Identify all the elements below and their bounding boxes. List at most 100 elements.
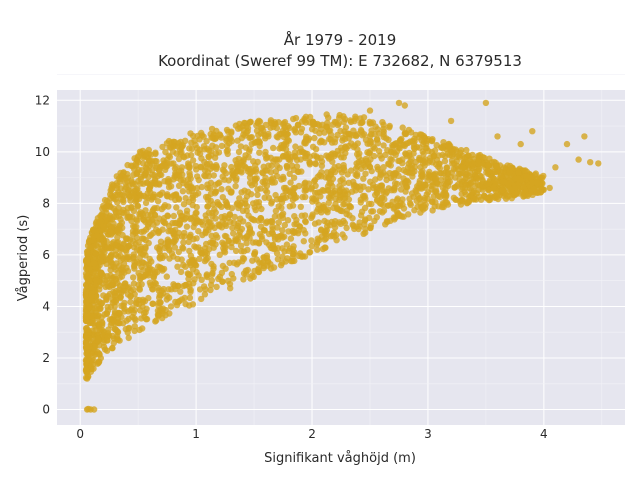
data-point	[450, 160, 458, 167]
data-point	[141, 249, 148, 256]
data-point	[97, 218, 105, 225]
data-point	[148, 231, 155, 238]
data-point	[243, 240, 250, 247]
data-point	[116, 226, 123, 234]
data-point	[387, 162, 394, 169]
data-point	[235, 148, 243, 156]
data-point	[248, 134, 255, 141]
data-point	[294, 168, 302, 175]
data-point	[256, 259, 263, 266]
chart-title-line2: Koordinat (Sweref 99 TM): E 732682, N 63…	[158, 52, 522, 70]
data-point	[294, 121, 302, 128]
data-point	[366, 140, 374, 147]
data-point	[125, 187, 132, 194]
data-point	[283, 151, 290, 158]
data-point	[365, 150, 373, 157]
data-point	[440, 139, 447, 146]
data-point	[444, 164, 451, 171]
data-point	[342, 131, 349, 138]
data-point	[297, 129, 305, 136]
data-point	[505, 192, 513, 199]
data-point	[182, 300, 189, 308]
data-point	[191, 137, 198, 144]
data-point	[107, 272, 114, 279]
data-point	[142, 243, 149, 251]
data-point	[515, 175, 522, 182]
data-point	[354, 170, 361, 178]
data-point	[398, 135, 405, 143]
data-point	[500, 164, 508, 171]
data-point	[287, 235, 295, 242]
data-point	[485, 187, 492, 194]
data-point	[248, 140, 255, 148]
data-point	[159, 143, 166, 151]
data-point	[152, 268, 159, 275]
data-point	[199, 221, 207, 228]
data-point	[131, 327, 138, 335]
data-point	[333, 231, 340, 239]
data-point	[369, 119, 377, 126]
data-point	[380, 121, 387, 128]
data-point	[218, 269, 226, 276]
data-point	[286, 245, 294, 252]
data-point	[198, 250, 205, 257]
data-point	[127, 197, 134, 204]
data-point	[193, 268, 200, 276]
data-point	[180, 239, 187, 246]
data-point	[286, 170, 293, 178]
data-point	[314, 154, 321, 162]
data-point	[136, 190, 143, 197]
data-point	[218, 186, 225, 193]
data-point	[196, 286, 204, 293]
data-point	[270, 144, 277, 152]
data-point	[315, 237, 323, 244]
data-point	[226, 259, 233, 267]
data-point	[230, 259, 238, 266]
data-point	[101, 277, 109, 284]
data-point	[172, 192, 180, 199]
data-point	[187, 130, 194, 137]
data-point	[587, 159, 594, 166]
data-point	[411, 207, 418, 214]
data-point	[175, 248, 182, 256]
data-point	[180, 153, 187, 160]
data-point	[161, 214, 168, 222]
data-point	[185, 160, 192, 167]
data-point	[401, 102, 408, 109]
data-point	[302, 185, 310, 192]
data-point	[175, 282, 182, 290]
data-point	[117, 252, 124, 259]
data-point	[143, 305, 150, 312]
data-point	[140, 180, 147, 187]
data-point	[140, 266, 147, 274]
data-point	[83, 328, 90, 335]
data-point	[374, 166, 382, 173]
data-point	[182, 137, 189, 144]
data-point	[248, 272, 256, 279]
data-point	[84, 313, 91, 320]
data-point	[131, 187, 138, 194]
data-point	[241, 163, 248, 170]
data-point	[136, 286, 143, 293]
data-point	[331, 224, 339, 231]
data-point	[376, 199, 383, 207]
data-point	[132, 229, 139, 237]
data-point	[196, 150, 204, 157]
data-point	[202, 286, 209, 293]
data-point	[301, 212, 309, 219]
data-point	[240, 131, 247, 138]
data-point	[321, 228, 328, 236]
data-point	[104, 333, 111, 340]
data-point	[410, 141, 418, 148]
data-point	[122, 325, 129, 333]
data-point	[136, 247, 143, 254]
data-point	[356, 183, 364, 190]
data-point	[497, 172, 505, 180]
data-point	[143, 165, 150, 173]
data-point	[275, 219, 282, 226]
data-point	[170, 212, 177, 220]
data-point	[162, 148, 169, 156]
data-point	[463, 146, 470, 154]
data-point	[195, 190, 202, 197]
data-point	[312, 127, 319, 134]
